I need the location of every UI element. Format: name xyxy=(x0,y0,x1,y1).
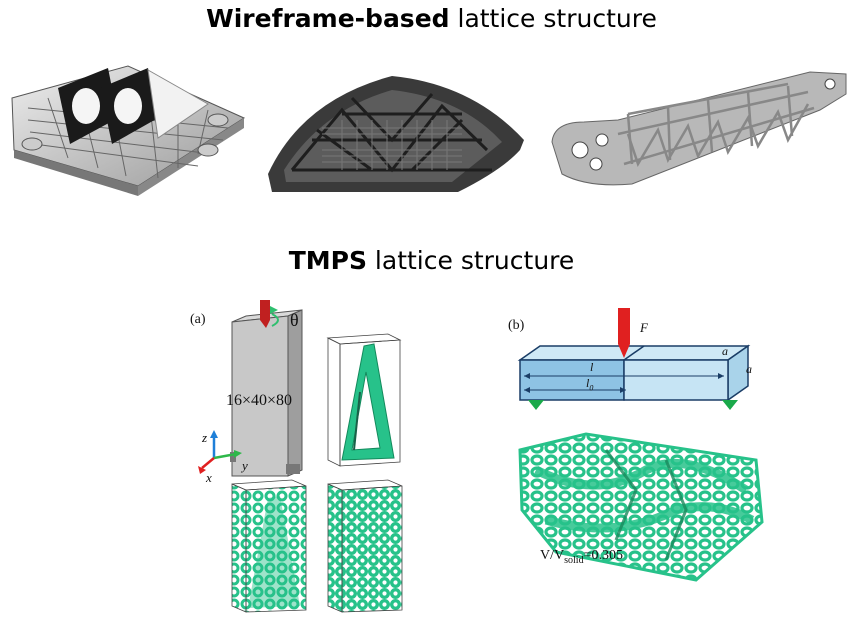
rectangular-block-image xyxy=(230,300,303,477)
axis-y-label: y xyxy=(242,458,248,473)
tmps-title-rest: lattice structure xyxy=(366,246,575,275)
wireframe-title-rest: lattice structure xyxy=(449,4,657,33)
lattice-block-uniform-image xyxy=(327,479,403,613)
dim-l0-sub: 0 xyxy=(589,383,594,393)
volume-ratio-label: V/Vsolid=0.305 xyxy=(540,548,623,566)
tmps-title: TMPS lattice structure xyxy=(0,246,863,275)
coordinate-axes-icon xyxy=(198,430,242,474)
dimensions-label: 16×40×80 xyxy=(226,392,293,409)
tmps-title-bold: TMPS xyxy=(288,246,367,275)
force-label: F xyxy=(640,320,648,335)
volume-ratio-value: =0.305 xyxy=(583,548,623,563)
wireframe-title: Wireframe-based lattice structure xyxy=(0,4,863,33)
beam-schematic-image xyxy=(517,308,751,410)
lattice-part-bracket-image xyxy=(11,65,246,196)
panel-b-label: (b) xyxy=(508,318,525,333)
axis-x-label: x xyxy=(206,470,212,485)
volume-ratio-prefix: V/V xyxy=(540,548,565,563)
lattice-block-partial-image xyxy=(231,479,307,613)
dim-a-side-label: a xyxy=(746,362,752,376)
panel-a-label: (a) xyxy=(190,312,206,327)
volume-ratio-sub: solid xyxy=(564,554,584,566)
dim-a-top-label: a xyxy=(722,344,728,358)
axis-z-label: z xyxy=(202,430,208,445)
dim-l-label: l xyxy=(590,360,594,374)
lattice-part-arm-image xyxy=(551,71,847,186)
dim-l0-main: l xyxy=(586,376,590,390)
lattice-part-arch-image xyxy=(268,76,524,192)
topology-optimized-frame-image xyxy=(326,333,402,467)
dim-l0-label: l0 xyxy=(586,376,593,392)
theta-label: θ xyxy=(290,310,299,330)
wireframe-title-bold: Wireframe-based xyxy=(206,4,450,33)
optimized-beam-lattice-image xyxy=(518,432,764,582)
